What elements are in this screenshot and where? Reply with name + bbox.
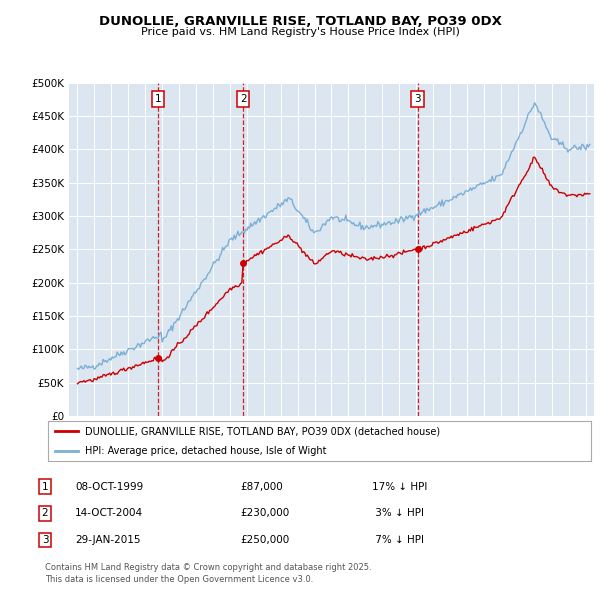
Text: Price paid vs. HM Land Registry's House Price Index (HPI): Price paid vs. HM Land Registry's House … [140,27,460,37]
Text: 7% ↓ HPI: 7% ↓ HPI [372,535,424,545]
Text: 2: 2 [41,509,49,518]
Text: 1: 1 [155,94,161,104]
Text: 29-JAN-2015: 29-JAN-2015 [75,535,140,545]
Text: Contains HM Land Registry data © Crown copyright and database right 2025.: Contains HM Land Registry data © Crown c… [45,563,371,572]
Text: 1: 1 [41,482,49,491]
Text: £250,000: £250,000 [240,535,289,545]
Text: 2: 2 [240,94,247,104]
Text: HPI: Average price, detached house, Isle of Wight: HPI: Average price, detached house, Isle… [85,447,326,456]
Text: £87,000: £87,000 [240,482,283,491]
Text: 14-OCT-2004: 14-OCT-2004 [75,509,143,518]
Text: 3% ↓ HPI: 3% ↓ HPI [372,509,424,518]
Text: 08-OCT-1999: 08-OCT-1999 [75,482,143,491]
Text: 17% ↓ HPI: 17% ↓ HPI [372,482,427,491]
Text: 3: 3 [41,535,49,545]
Text: DUNOLLIE, GRANVILLE RISE, TOTLAND BAY, PO39 0DX: DUNOLLIE, GRANVILLE RISE, TOTLAND BAY, P… [98,15,502,28]
Text: £230,000: £230,000 [240,509,289,518]
Text: DUNOLLIE, GRANVILLE RISE, TOTLAND BAY, PO39 0DX (detached house): DUNOLLIE, GRANVILLE RISE, TOTLAND BAY, P… [85,427,440,436]
Text: This data is licensed under the Open Government Licence v3.0.: This data is licensed under the Open Gov… [45,575,313,584]
Text: 3: 3 [414,94,421,104]
